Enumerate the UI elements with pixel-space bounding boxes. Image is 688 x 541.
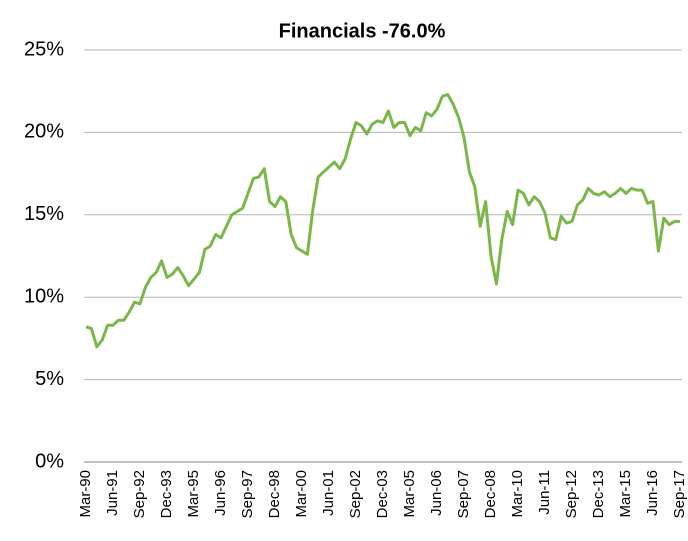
y-tick-label: 25% [24, 38, 64, 60]
x-tick-label: Sep-07 [455, 470, 472, 518]
x-tick-label: Sep-12 [563, 470, 580, 518]
line-series [85, 93, 680, 349]
y-tick-label: 5% [35, 368, 64, 390]
x-tick-label: Jun-96 [212, 470, 229, 516]
x-tick-label: Mar-10 [509, 470, 526, 518]
x-tick-label: Jun-06 [428, 470, 445, 516]
x-tick-label: Dec-98 [266, 470, 283, 518]
x-tick-label: Sep-02 [347, 470, 364, 518]
x-tick-label: Dec-13 [590, 470, 607, 518]
x-tick-label: Mar-90 [77, 470, 94, 518]
x-tick-label: Sep-92 [131, 470, 148, 518]
y-tick-label: 10% [24, 285, 64, 307]
x-tick-label: Dec-08 [482, 470, 499, 518]
x-tick-label: Mar-95 [185, 470, 202, 518]
chart-title: Financials -76.0% [279, 20, 446, 42]
y-tick-label: 0% [35, 450, 64, 472]
x-tick-label: Mar-00 [293, 470, 310, 518]
x-tick-label: Jun-91 [104, 470, 121, 516]
x-tick-label: Mar-15 [617, 470, 634, 518]
x-tick-label: Jun-11 [536, 470, 553, 515]
x-tick-label: Jun-01 [320, 470, 337, 516]
x-tick-label: Sep-97 [239, 470, 256, 518]
x-tick-label: Jun-16 [644, 470, 661, 516]
x-tick-label: Sep-17 [671, 470, 688, 518]
y-tick-label: 20% [24, 121, 64, 143]
x-tick-label: Mar-05 [401, 470, 418, 518]
x-tick-label: Dec-03 [374, 470, 391, 518]
x-tick-label: Dec-93 [158, 470, 175, 518]
y-tick-label: 15% [24, 203, 64, 225]
